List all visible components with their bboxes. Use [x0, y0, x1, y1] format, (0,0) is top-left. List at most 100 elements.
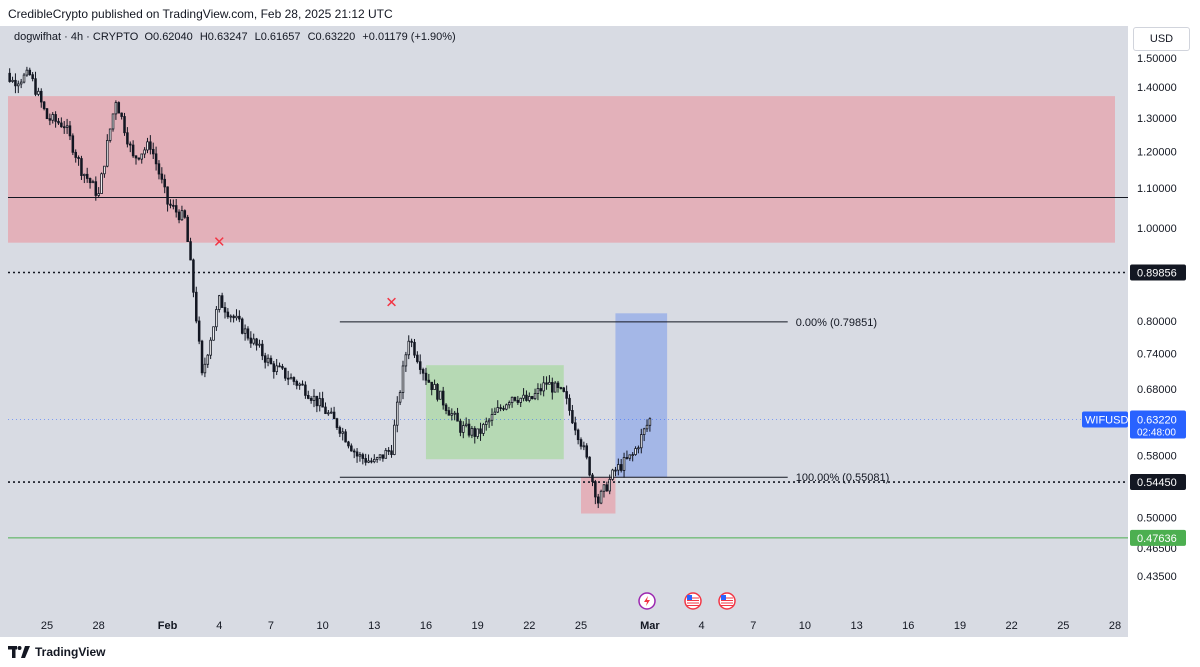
candle-body — [436, 384, 439, 400]
chart-area[interactable]: 0.00% (0.79851) 100.00% (0.55081) ✕ ✕ 1.5000… — [0, 26, 1200, 637]
candle-body — [487, 419, 491, 423]
candle-body — [499, 407, 502, 409]
candle-body — [25, 69, 29, 76]
candle-body — [533, 393, 537, 400]
top-bar: CredibleCrypto published on TradingView.… — [0, 0, 1200, 26]
price-tick-label: 1.20000 — [1137, 147, 1177, 159]
candle-body — [404, 354, 408, 367]
candle-body — [640, 434, 643, 449]
candle-body — [453, 412, 456, 415]
candle-body — [370, 460, 373, 463]
candle-body — [166, 186, 169, 205]
candle-body — [94, 181, 98, 196]
candle-body — [103, 165, 106, 175]
candle-body — [220, 295, 224, 308]
time-tick-label: 7 — [268, 620, 274, 632]
price-tick-label: 1.50000 — [1137, 53, 1177, 65]
candle-body — [424, 372, 428, 381]
candle-body — [263, 355, 267, 363]
candle-body — [284, 367, 287, 379]
tradingview-logo[interactable]: TradingView — [8, 645, 105, 659]
symbol-tag-box — [1082, 411, 1128, 428]
price-tick-label: 0.68000 — [1137, 384, 1177, 396]
candle-body — [60, 122, 63, 128]
candle-body — [131, 144, 135, 157]
candle-body — [582, 445, 586, 448]
candle-body — [631, 454, 634, 456]
time-tick-label: 10 — [799, 620, 811, 632]
candle-body — [459, 420, 462, 433]
price-tick-label: 1.30000 — [1137, 113, 1177, 125]
candle-body — [596, 496, 600, 504]
candle-body — [77, 157, 80, 159]
price-tag-box — [1130, 474, 1186, 491]
close-value: 0.63220 — [315, 31, 356, 43]
currency-button[interactable]: USD — [1133, 27, 1190, 51]
flag-canton — [721, 595, 726, 600]
candle-body — [585, 445, 589, 458]
fib-level-label: 100.00% (0.55081) — [796, 472, 890, 484]
candle-body — [28, 69, 32, 76]
flag-canton — [687, 595, 692, 600]
chart-svg[interactable]: 0.00% (0.79851) 100.00% (0.55081) ✕ ✕ 1.5000… — [0, 26, 1200, 637]
candle-body — [51, 114, 55, 121]
candle-body — [154, 153, 158, 165]
candle-body — [619, 464, 623, 471]
candle-body — [261, 343, 264, 357]
candle-body — [281, 366, 284, 369]
candle-body — [536, 388, 540, 394]
price-tick-label: 0.74000 — [1137, 349, 1177, 361]
candle-body — [502, 407, 505, 410]
footer — [0, 637, 1200, 667]
candle-body — [393, 424, 396, 455]
candle-body — [565, 391, 568, 399]
candle-body — [97, 193, 100, 196]
candle-body — [542, 382, 545, 392]
candle-body — [576, 429, 580, 441]
candle-body — [200, 340, 204, 374]
candle-body — [352, 450, 356, 453]
time-tick-label: 22 — [523, 620, 535, 632]
price-tick-label: 0.46500 — [1137, 543, 1177, 555]
time-tick-label: Feb — [158, 620, 178, 632]
candle-body — [594, 481, 597, 498]
candle-body — [625, 457, 629, 459]
candle-body — [642, 428, 646, 435]
rejection-marker: ✕ — [385, 295, 398, 312]
candle-body — [645, 424, 649, 430]
candle-body — [39, 90, 43, 103]
fib-level-label: 0.00% (0.79851) — [796, 317, 877, 329]
candle-body — [473, 428, 477, 437]
candle-body — [192, 259, 195, 293]
candle-body — [545, 382, 548, 385]
candle-body — [522, 394, 525, 399]
candle-body — [289, 377, 293, 380]
time-tick-label: 25 — [41, 620, 53, 632]
candle-body — [450, 413, 454, 416]
candle-body — [608, 478, 611, 492]
low-value: 0.61657 — [260, 31, 301, 43]
candle-body — [68, 125, 72, 137]
tradingview-brand: TradingView — [35, 645, 106, 659]
candle-body — [347, 441, 350, 447]
candle-body — [519, 397, 522, 403]
candle-body — [209, 339, 212, 356]
symbol-info-line: dogwifhat · 4h · CRYPTO O0.62040 H0.6324… — [14, 31, 456, 43]
candle-body — [177, 211, 181, 221]
candle-body — [88, 178, 92, 184]
candle-body — [197, 320, 201, 342]
price-tag-label: 0.89856 — [1137, 268, 1177, 280]
time-tick-label: 22 — [1006, 620, 1018, 632]
time-tick-label: 19 — [472, 620, 484, 632]
candle-body — [611, 469, 614, 480]
candle-body — [556, 382, 560, 388]
candle-body — [490, 414, 494, 421]
candle-body — [189, 241, 192, 261]
change-value: +0.01179 (+1.90%) — [362, 31, 456, 43]
zone-supply — [8, 96, 1115, 243]
candle-body — [186, 216, 189, 243]
candle-body — [418, 361, 422, 370]
candle-body — [599, 490, 603, 504]
candle-body — [246, 328, 250, 339]
candle-body — [444, 404, 448, 412]
